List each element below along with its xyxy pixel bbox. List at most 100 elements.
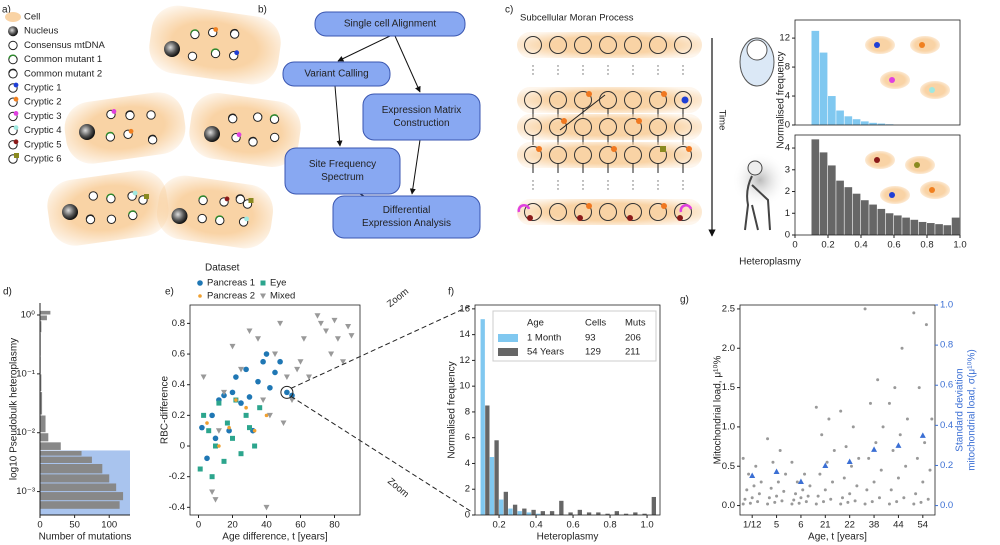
y-tick-label: 0.5 <box>722 461 735 472</box>
point <box>840 496 844 500</box>
panel-label: f) <box>448 287 454 298</box>
y-axis-label: RBC-difference <box>160 375 171 444</box>
point <box>224 420 230 426</box>
legend-label: Pancreas 1 <box>207 278 255 289</box>
hist-bar <box>40 315 47 321</box>
mtdna <box>549 36 567 54</box>
mutant-dot <box>13 111 19 116</box>
y-tick-label: 2 <box>785 186 790 197</box>
inset-dot <box>929 187 935 193</box>
flow-node-label: Expression Analysis <box>362 218 451 229</box>
ellipsis-dot <box>657 180 659 182</box>
hist-bar <box>869 122 877 125</box>
hist-bar <box>828 96 836 125</box>
shadow <box>732 152 788 208</box>
cell <box>156 175 274 249</box>
panel-label: c) <box>505 5 513 16</box>
point <box>297 359 304 365</box>
x-tick-label: 0.2 <box>492 520 505 531</box>
x-tick-label: 22 <box>844 520 855 531</box>
hist-bar <box>40 492 124 501</box>
ellipsis-dot <box>557 188 559 190</box>
ellipsis-dot <box>532 188 534 190</box>
mutant-arrow <box>228 113 237 118</box>
ellipsis-dot <box>557 73 559 75</box>
y-tick-label: 1 <box>785 208 790 219</box>
hist-bar <box>927 223 935 235</box>
mutant-arrow <box>198 195 207 200</box>
ellipsis-dot <box>607 188 609 190</box>
point <box>272 369 278 376</box>
hist-bar <box>811 30 820 125</box>
point <box>825 460 829 464</box>
x-tick-label: 80 <box>329 520 340 531</box>
zoom-line <box>290 395 473 513</box>
point <box>822 500 826 504</box>
point <box>887 401 891 405</box>
flow-arrow <box>334 85 343 147</box>
point <box>280 420 287 427</box>
mutant-arrow <box>8 68 17 74</box>
point <box>898 433 902 437</box>
point <box>328 351 335 358</box>
point <box>217 444 221 448</box>
point <box>221 458 227 464</box>
mutant-dot <box>586 203 592 209</box>
point <box>799 496 803 500</box>
y-tick-label: 0.6 <box>172 349 185 360</box>
point <box>769 486 773 490</box>
panel-label: d) <box>3 287 12 298</box>
point <box>827 417 831 421</box>
legend-box <box>492 310 657 362</box>
cell-body <box>189 93 301 167</box>
x-tick-label: 0.8 <box>603 520 616 531</box>
cell-body <box>64 92 186 164</box>
point <box>345 323 352 330</box>
ellipsis-dot <box>632 184 634 186</box>
ellipsis-dot <box>607 73 609 75</box>
point <box>839 502 843 506</box>
y-tick-label: 0 <box>785 230 790 241</box>
legend-title: Dataset <box>205 263 240 274</box>
cell-body <box>149 5 281 85</box>
x-tick-label: 60 <box>295 520 306 531</box>
x-tick-label: 50 <box>69 520 80 531</box>
y-tick-label: 10 <box>459 381 470 392</box>
ellipsis-dot <box>532 69 534 71</box>
legend-label: Cell <box>24 12 40 23</box>
inset-dot <box>874 157 880 163</box>
ellipsis-dot <box>657 69 659 71</box>
point <box>784 472 788 476</box>
point <box>896 476 900 480</box>
point <box>748 501 752 505</box>
mtdna <box>88 191 98 201</box>
y-tick-label: 1.5 <box>722 382 735 393</box>
hist-bar <box>499 499 504 515</box>
point <box>227 425 231 430</box>
mutant-dot <box>236 132 242 138</box>
hist-bar <box>508 508 513 515</box>
legend-label: Mixed <box>270 291 295 302</box>
ellipsis-dot <box>557 69 559 71</box>
y-tick-label: 2 <box>465 484 470 495</box>
point <box>306 374 312 381</box>
mtdna <box>269 132 280 143</box>
hist-bar <box>40 450 82 456</box>
x-tick-label: 0 <box>37 520 42 531</box>
ellipsis-dot <box>682 184 684 186</box>
x-tick-label: 1.0 <box>640 520 653 531</box>
ellipsis-dot <box>582 69 584 71</box>
point <box>853 499 857 503</box>
point <box>300 336 307 342</box>
flow-node-label: Spectrum <box>321 172 364 183</box>
point <box>795 480 799 484</box>
legend-label: Cryptic 3 <box>24 111 61 122</box>
ellipsis-dot <box>657 73 659 75</box>
point <box>314 313 321 319</box>
ellipsis-dot <box>532 73 534 75</box>
point <box>804 500 808 504</box>
point <box>919 500 923 504</box>
y2-tick-label: 0.8 <box>940 340 953 351</box>
legend-label: Common mutant 1 <box>24 54 102 65</box>
point <box>747 472 751 476</box>
